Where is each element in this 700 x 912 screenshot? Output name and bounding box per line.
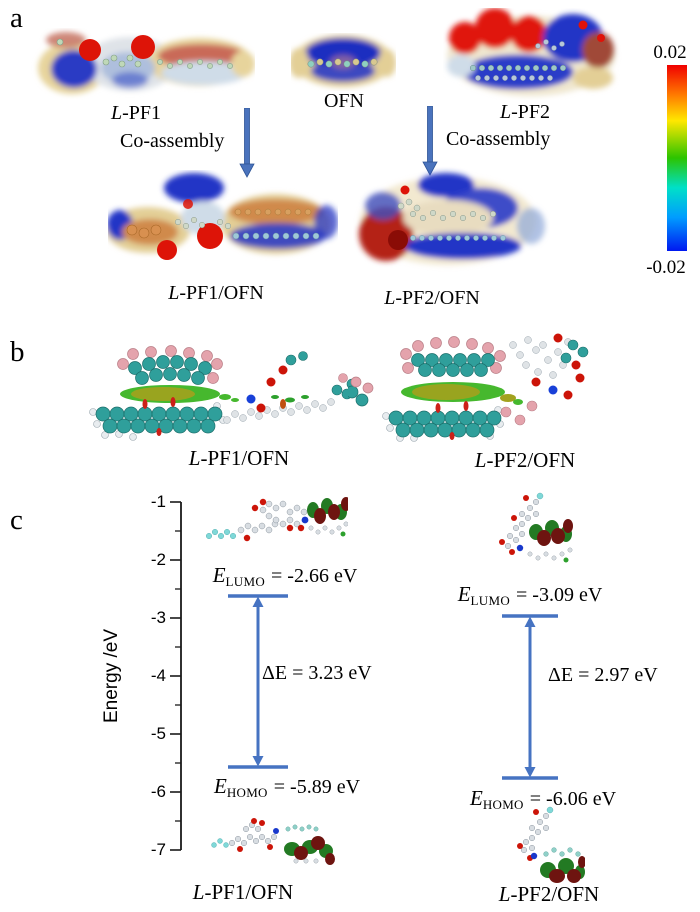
lpf1ofn-label-b: L-PF1/OFN [174,446,304,471]
lpf2ofn-label-b-italic: L [474,448,487,472]
lumo-symbol-right: E [457,582,471,606]
lumo-value-right: = -3.09 eV [516,584,603,606]
lpf2ofn-level-lines [502,614,558,780]
lpf2ofn-label-b-rest: -PF2/OFN [486,448,576,472]
lpf2ofn-lumo-orbital-image [499,492,573,563]
y-axis-minor-ticks [175,530,181,822]
lpf2ofn-esp-surface-image [359,173,545,265]
lpf1ofn-label-a-italic: L [168,282,180,304]
panel-c-label: c [10,504,23,536]
lpf1ofn-label-a-rest: -PF1/OFN [179,282,264,304]
lumo-subscript-left: LUMO [225,574,266,589]
lpf1ofn-label-b-italic: L [188,446,201,470]
y-tick--7: -7 [150,840,166,859]
lpf2ofn-label-c: L-PF2/OFN [484,882,614,907]
lpf2-esp-surface-image [447,8,615,96]
lpf1ofn-label-c-italic: L [192,880,205,904]
y-axis-major-ticks [170,501,181,851]
lpf2ofn-label-a-italic: L [384,287,396,309]
lpf1ofn-lumo-orbital-image [206,497,348,542]
ofn-label: OFN [323,90,364,112]
homo-value-left: = -5.89 eV [273,776,361,798]
homo-value-right: = -6.06 eV [529,788,617,810]
coassembly-left-text: Co-assembly [120,130,225,152]
lpf2ofn-label-a: L-PF2/OFN [372,287,492,309]
colorbar-min-label: -0.02 [646,257,686,278]
coassembly-right-text: Co-assembly [446,128,551,150]
panel-a-label: a [10,2,23,34]
lpf2ofn-lumo-energy-text: ELUMO = -3.09 eV [448,582,612,609]
lpf2ofn-homo-orbital-image [517,806,585,883]
lpf2ofn-gap-text: ΔE = 2.97 eV [548,664,658,686]
lumo-subscript-right: LUMO [470,593,511,608]
colorbar-max-label: 0.02 [653,42,687,63]
lpf1-label-italic: L [110,102,123,124]
lpf1-label-rest: -PF1 [122,102,162,124]
lpf2-label: L-PF2 [485,101,565,123]
coassembly-right-arrow-icon [422,106,438,176]
lpf2ofn-gap-arrow [524,616,536,778]
lpf1ofn-label-b-rest: -PF1/OFN [200,446,290,470]
lumo-value-left: = -2.66 eV [271,565,358,587]
coassembly-left-arrow-icon [239,108,255,178]
esp-colorbar [667,65,687,251]
y-tick--3: -3 [150,608,166,627]
y-tick--4: -4 [150,666,166,685]
lpf1ofn-gap-text: ΔE = 3.23 eV [262,662,372,684]
lpf1ofn-esp-surface-image [108,173,338,260]
lpf1ofn-gap-arrow [252,596,264,767]
lpf1ofn-homo-energy-text: EHOMO = -5.89 eV [198,774,376,801]
lpf1ofn-label-c-rest: -PF1/OFN [204,880,294,904]
ofn-esp-surface-image [291,35,396,87]
lpf1ofn-lumo-energy-text: ELUMO = -2.66 eV [200,563,370,590]
homo-symbol-left: E [213,774,227,798]
lpf2ofn-label-b: L-PF2/OFN [460,448,590,473]
y-tick--1: -1 [150,492,166,511]
lpf2ofn-label-c-italic: L [498,882,511,906]
lpf2-label-italic: L [499,101,512,123]
y-tick--6: -6 [150,782,166,801]
lumo-symbol-left: E [212,563,226,587]
lpf1ofn-nci-structure-image [89,345,355,441]
homo-symbol-right: E [469,786,483,810]
lpf1ofn-label-a: L-PF1/OFN [156,282,276,304]
lpf1ofn-label-c: L-PF1/OFN [178,880,308,905]
homo-subscript-right: HOMO [482,797,524,812]
lpf2ofn-label-c-rest: -PF2/OFN [510,882,600,906]
lpf2ofn-nci-structure-image [348,333,589,442]
lpf1-esp-surface-image [38,32,255,94]
lpf2ofn-label-a-rest: -PF2/OFN [395,287,480,309]
lpf1ofn-level-lines [228,594,288,769]
y-tick--2: -2 [150,550,166,569]
lpf2ofn-homo-energy-text: EHOMO = -6.06 eV [458,786,628,813]
lpf1-label: L-PF1 [96,102,176,124]
lpf1ofn-homo-orbital-image [211,818,335,865]
y-tick--5: -5 [150,724,166,743]
lpf2-label-rest: -PF2 [511,101,551,123]
homo-subscript-left: HOMO [226,785,268,800]
energy-diagram-canvas [170,501,558,851]
panel-b-label: b [10,336,25,368]
